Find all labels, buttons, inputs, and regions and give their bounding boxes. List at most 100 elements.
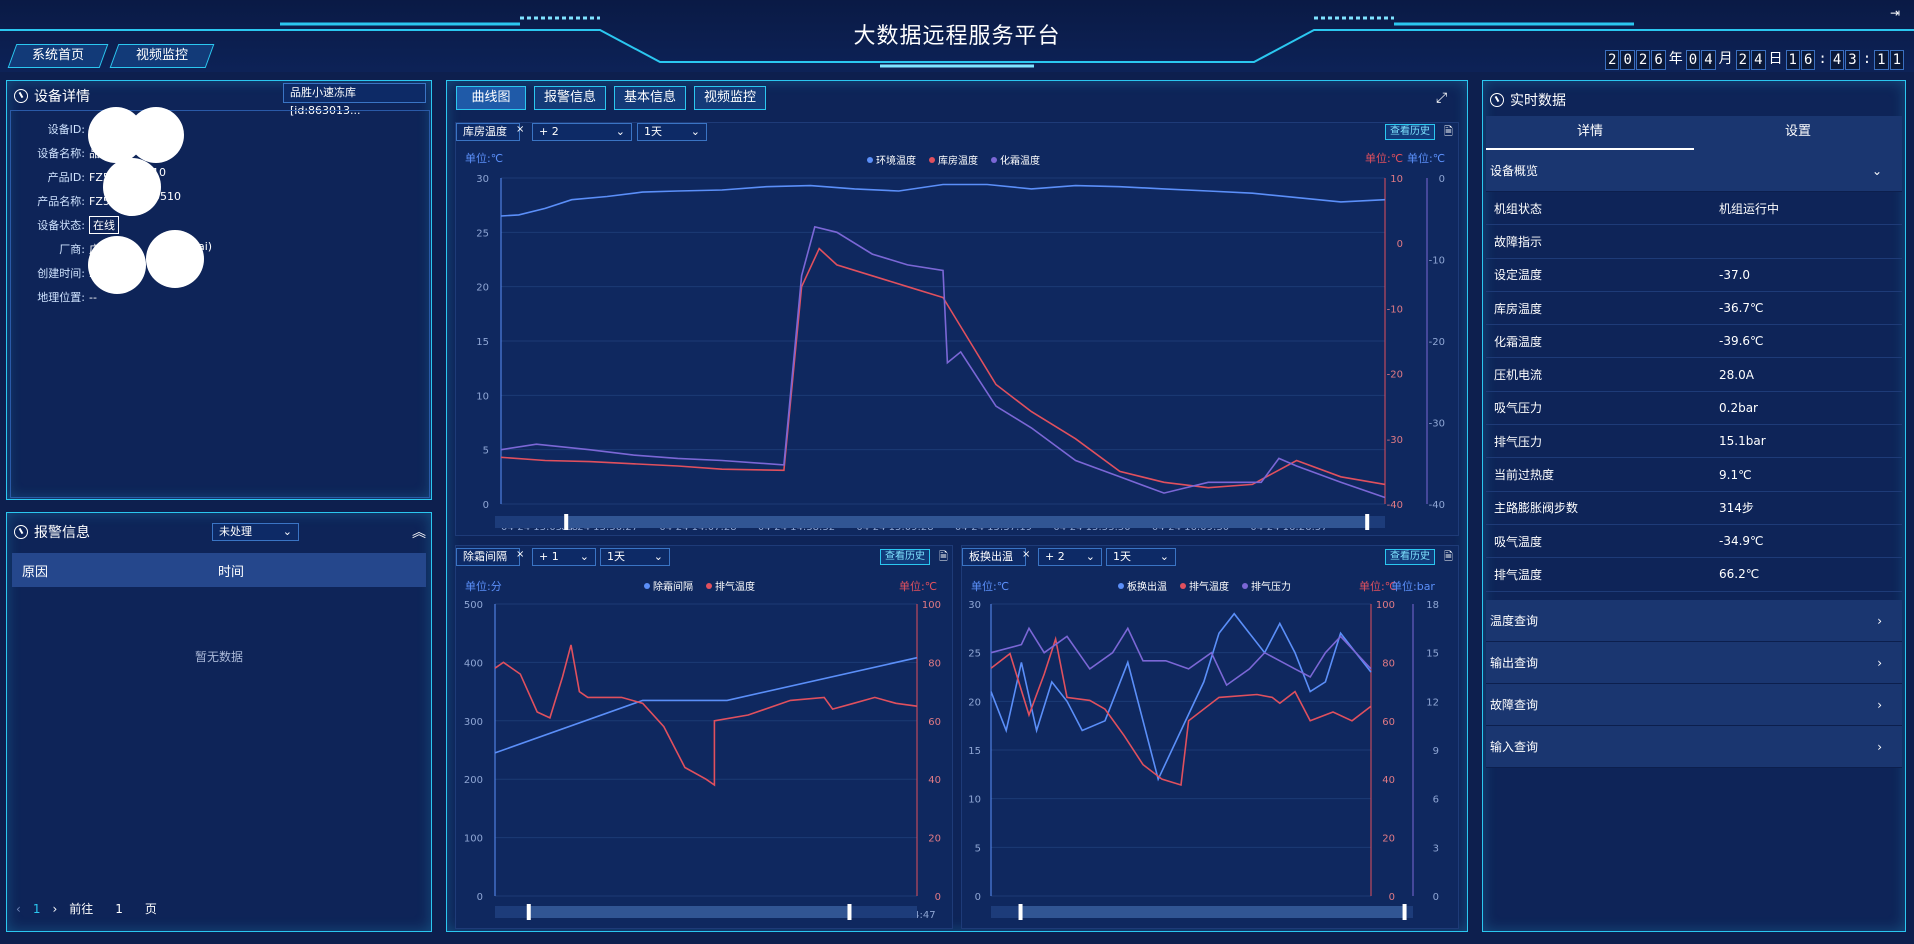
c3-history-button[interactable]: 查看历史	[1385, 549, 1435, 565]
nav-video[interactable]: 视频监控	[109, 44, 215, 68]
legend-dot	[706, 583, 712, 589]
zoom-handle	[1402, 904, 1407, 920]
c2-clear-icon[interactable]: ×	[516, 549, 525, 560]
legend-label: 库房温度	[938, 154, 978, 167]
y-tick-right2: 6	[1433, 795, 1439, 806]
query-list: 温度查询 › 输出查询 › 故障查询 › 输入查询 ›	[1486, 600, 1902, 768]
c3-more-select[interactable]: + 2 ⌄	[1038, 548, 1102, 566]
y-tick-left: 0	[975, 892, 981, 903]
zoom-handle	[526, 904, 531, 920]
y-tick-left: 100	[464, 834, 483, 845]
c2-range-select[interactable]: 1天 ⌄	[600, 548, 670, 566]
c1-more-select[interactable]: + 2 ⌄	[532, 123, 632, 141]
c3-export-icon[interactable]: 🗎	[1444, 550, 1453, 563]
c2-metric-select[interactable]: 除霜间隔	[456, 548, 520, 566]
nav-home[interactable]: 系统首页	[7, 44, 109, 68]
chevron-down-icon: ⌄	[690, 125, 700, 138]
device-field: 设备状态: 在线	[11, 213, 429, 237]
legend-label: 化霜温度	[1000, 154, 1040, 167]
chevron-down-icon: ⌄	[653, 550, 663, 563]
y-tick-right1: 10	[1390, 174, 1403, 185]
legend-label: 排气压力	[1251, 580, 1291, 593]
c3-metric-select[interactable]: 板换出温	[962, 548, 1026, 566]
series-env-temp	[500, 183, 1386, 217]
y-tick-right1: 0	[1397, 239, 1403, 250]
device-field: 产品ID: FZ5	[11, 165, 429, 189]
prev-page-icon[interactable]: ‹	[16, 901, 21, 916]
clock-digit: 6	[1651, 50, 1666, 70]
row-label: 吸气压力	[1494, 401, 1543, 416]
device-selector[interactable]: 品胜小速冻库[id:863013...	[283, 83, 426, 117]
row-value: -36.7℃	[1719, 301, 1764, 316]
logout-icon[interactable]: ⇥	[1889, 6, 1900, 20]
chevron-down-icon: ⌄	[615, 125, 625, 138]
c1-clear-icon[interactable]: ×	[516, 124, 525, 135]
chevron-down-icon: ⌄	[1871, 163, 1882, 178]
c3-clear-icon[interactable]: ×	[1022, 549, 1031, 560]
query-item[interactable]: 输出查询 ›	[1486, 642, 1902, 684]
series-defrost-temp	[500, 225, 1386, 499]
device-field: 创建时间:2	[11, 261, 429, 285]
realtime-title: 实时数据	[1490, 90, 1566, 110]
page-input[interactable]: 1	[115, 901, 123, 916]
device-field: 设备ID:	[11, 117, 429, 141]
realtime-row: 当前过热度 9.1℃	[1486, 458, 1902, 492]
row-label: 排气压力	[1494, 434, 1543, 449]
clock-digit: 6	[1800, 50, 1816, 70]
tab-detail[interactable]: 详情	[1486, 116, 1694, 150]
query-item[interactable]: 故障查询 ›	[1486, 684, 1902, 726]
y-tick-right2: 3	[1433, 843, 1439, 854]
c1-history-button[interactable]: 查看历史	[1385, 124, 1435, 140]
y-unit-left: 单位:℃	[971, 579, 1009, 593]
c2-history-button[interactable]: 查看历史	[880, 549, 930, 565]
c2-more-select[interactable]: + 1 ⌄	[532, 548, 596, 566]
fullscreen-icon[interactable]: ⤢	[1436, 90, 1448, 106]
header-decoration	[0, 16, 1914, 68]
overview-section[interactable]: 设备概览 ⌄	[1486, 150, 1902, 192]
tab-settings[interactable]: 设置	[1784, 124, 1811, 139]
collapse-icon[interactable]: ︽	[412, 525, 426, 541]
device-field: 地理位置: --	[11, 285, 429, 309]
chevron-right-icon: ›	[1877, 739, 1882, 754]
tab-chart-3[interactable]: 视频监控	[694, 86, 766, 110]
tab-chart-1[interactable]: 报警信息	[534, 86, 606, 110]
c1-range-select[interactable]: 1天 ⌄	[637, 123, 707, 141]
y-tick-right1: 20	[1382, 834, 1395, 845]
row-value: 28.0A	[1719, 367, 1754, 382]
chart3-box	[961, 545, 1459, 929]
tab-chart-0[interactable]: 曲线图	[456, 86, 526, 110]
y-tick-left: 200	[464, 775, 483, 786]
query-item[interactable]: 温度查询 ›	[1486, 600, 1902, 642]
chevron-down-icon: ⌄	[282, 525, 292, 538]
y-tick-right1: 100	[1376, 600, 1395, 611]
query-item[interactable]: 输入查询 ›	[1486, 726, 1902, 768]
current-page[interactable]: 1	[32, 901, 41, 916]
device-detail-title: 设备详情	[14, 86, 90, 106]
gauge-icon	[14, 89, 28, 103]
y-tick-right2: -10	[1429, 256, 1445, 267]
redaction-blob	[88, 236, 146, 294]
y-tick-right1: -20	[1387, 370, 1403, 381]
series-defrost-interval	[494, 656, 918, 754]
alarm-table-header: 原因 时间	[12, 553, 426, 587]
alarm-filter-select[interactable]: 未处理 ⌄	[212, 523, 299, 541]
redaction-blob	[128, 107, 184, 163]
empty-text: 暂无数据	[194, 650, 243, 664]
c3-range-select[interactable]: 1天 ⌄	[1106, 548, 1176, 566]
clock-digit: 4	[1701, 50, 1716, 70]
next-page-icon[interactable]: ›	[52, 901, 58, 916]
row-value: 314步	[1719, 501, 1754, 516]
realtime-tabs: 详情 设置	[1486, 116, 1902, 150]
y-tick-right2: 9	[1433, 746, 1439, 757]
c1-metric-select[interactable]: 库房温度	[456, 123, 520, 141]
chevron-right-icon: ›	[1877, 613, 1882, 628]
c2-export-icon[interactable]: 🗎	[939, 550, 948, 563]
device-field: 产品名称: FZ5	[11, 189, 429, 213]
c1-export-icon[interactable]: 🗎	[1444, 125, 1453, 138]
row-value: -39.6℃	[1719, 334, 1764, 349]
tab-chart-2[interactable]: 基本信息	[614, 86, 686, 110]
row-label: 设定温度	[1494, 268, 1543, 283]
clock-digit: 0	[1685, 50, 1701, 70]
